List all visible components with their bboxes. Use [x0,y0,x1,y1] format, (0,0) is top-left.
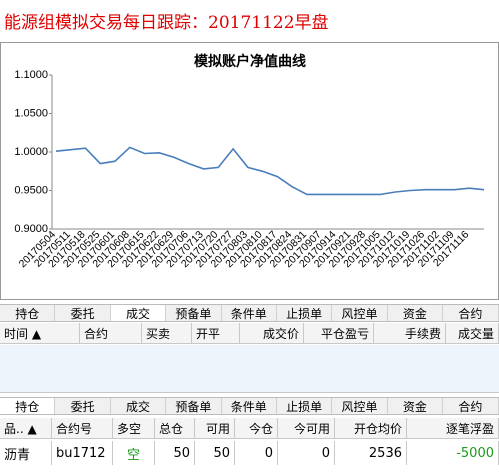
chart-frame [0,42,499,300]
column-header: 手续费 [374,323,446,343]
chart-title: 模拟账户净值曲线 [194,53,306,70]
tab[interactable]: 资金 [388,398,444,414]
y-tick-label: 1.1000 [14,69,48,81]
column-header: 成交价 [240,323,304,343]
tab[interactable]: 成交 [111,398,167,414]
column-header: 今可用 [278,418,335,438]
column-header: 时间 ▲ [0,323,80,343]
tab[interactable]: 预备单 [166,305,222,321]
tab[interactable]: 风控单 [332,305,388,321]
column-header: 总仓 [155,418,195,438]
y-tick-label: 0.9000 [14,223,48,235]
tab[interactable]: 风控单 [332,398,388,414]
tab[interactable]: 合约 [443,305,499,321]
tab-bar: 持仓 委托 成交 预备单 条件单 止损单 风控单 资金 合约 [0,304,499,322]
table-row: 沥青 bu1712 空 50 50 0 0 2536 -5000 [0,441,499,465]
tab[interactable]: 合约 [443,398,499,414]
table-cell: 2536 [335,441,407,465]
column-header: 成交量 [446,323,499,343]
table-cell: bu1712 [52,441,113,465]
table-cell: 0 [278,441,335,465]
column-header: 合约号 [52,418,113,438]
column-header: 逐笔浮盈 [407,418,499,438]
tab[interactable]: 止损单 [277,398,333,414]
column-header: 可用 [195,418,235,438]
table-cell: 0 [235,441,278,465]
y-tick-label: 1.0000 [14,146,48,158]
table-cell: 50 [195,441,235,465]
y-tick-label: 1.0500 [14,107,48,119]
tab[interactable]: 成交 [110,305,167,321]
table-header: 品.. ▲ 合约号 多空 总仓 可用 今仓 今可用 开仓均价 逐笔浮盈 [0,418,499,439]
tab[interactable]: 资金 [388,305,444,321]
column-header: 开仓均价 [335,418,407,438]
table-cell: 沥青 [0,441,52,465]
tab[interactable]: 预备单 [166,398,222,414]
line-series [55,146,485,196]
column-header: 平仓盈亏 [304,323,374,343]
table-header: 时间 ▲ 合约 买卖 开平 成交价 平仓盈亏 手续费 成交量 [0,323,499,344]
column-header: 合约 [80,323,142,343]
chart: 模拟账户净值曲线 0.90000.95001.00001.05001.10002… [0,42,499,300]
table-cell: 50 [155,441,195,465]
column-header: 开平 [192,323,240,343]
page-title: 能源组模拟交易每日跟踪：20171122早盘 [4,13,329,33]
table-cell: 空 [113,441,155,465]
table-cell: -5000 [407,441,499,465]
tab-bar: 持仓 委托 成交 预备单 条件单 止损单 风控单 资金 合约 [0,397,499,415]
tab[interactable]: 委托 [55,398,111,414]
tab[interactable]: 持仓 [0,398,56,414]
column-header: 今仓 [235,418,278,438]
tab[interactable]: 持仓 [0,305,56,321]
table-body [0,345,499,393]
tab[interactable]: 委托 [55,305,111,321]
tab[interactable]: 止损单 [277,305,333,321]
tab[interactable]: 条件单 [222,305,277,321]
column-header: 多空 [113,418,155,438]
column-header: 品.. ▲ [0,418,52,438]
column-header: 买卖 [142,323,192,343]
tab[interactable]: 条件单 [222,398,277,414]
y-tick-label: 0.9500 [14,184,48,196]
